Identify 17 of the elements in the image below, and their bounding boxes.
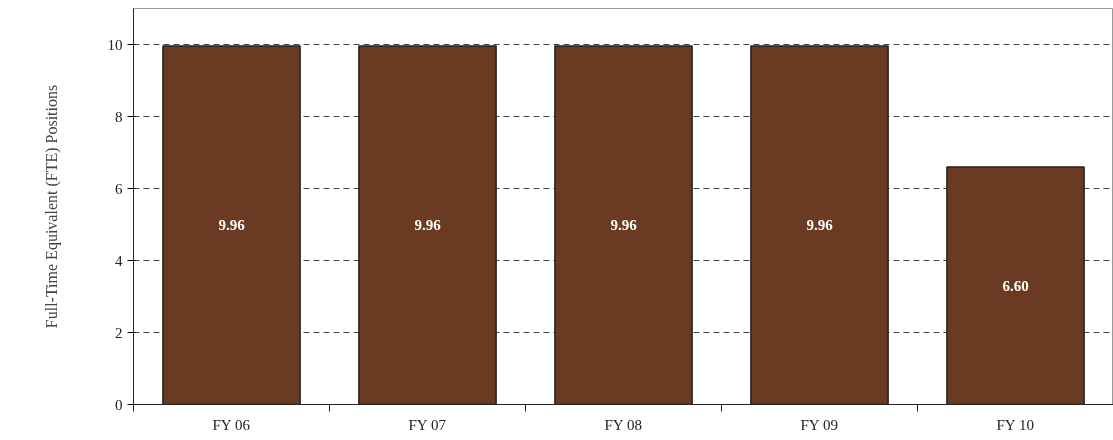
y-tick-label: 0 <box>115 396 123 413</box>
x-tick-label: FY 06 <box>212 416 251 433</box>
y-tick-label: 6 <box>115 180 123 197</box>
x-tick-label: FY 08 <box>604 416 642 433</box>
x-tick-label: FY 10 <box>996 416 1034 433</box>
data-label: 9.96 <box>806 217 834 234</box>
y-tick-label: 2 <box>115 324 123 341</box>
y-tick-label: 8 <box>115 108 123 125</box>
data-label: 6.60 <box>1002 277 1029 294</box>
y-tick-label: 4 <box>115 252 123 269</box>
data-label: 9.96 <box>414 217 442 234</box>
y-axis-title: Full-Time Equivalent (FTE) Positions <box>42 84 61 329</box>
data-label: 9.96 <box>610 217 638 234</box>
data-label: 9.96 <box>218 217 246 234</box>
y-tick-label: 10 <box>107 36 123 53</box>
x-tick-label: FY 09 <box>800 416 838 433</box>
x-tick-label: FY 07 <box>408 416 447 433</box>
